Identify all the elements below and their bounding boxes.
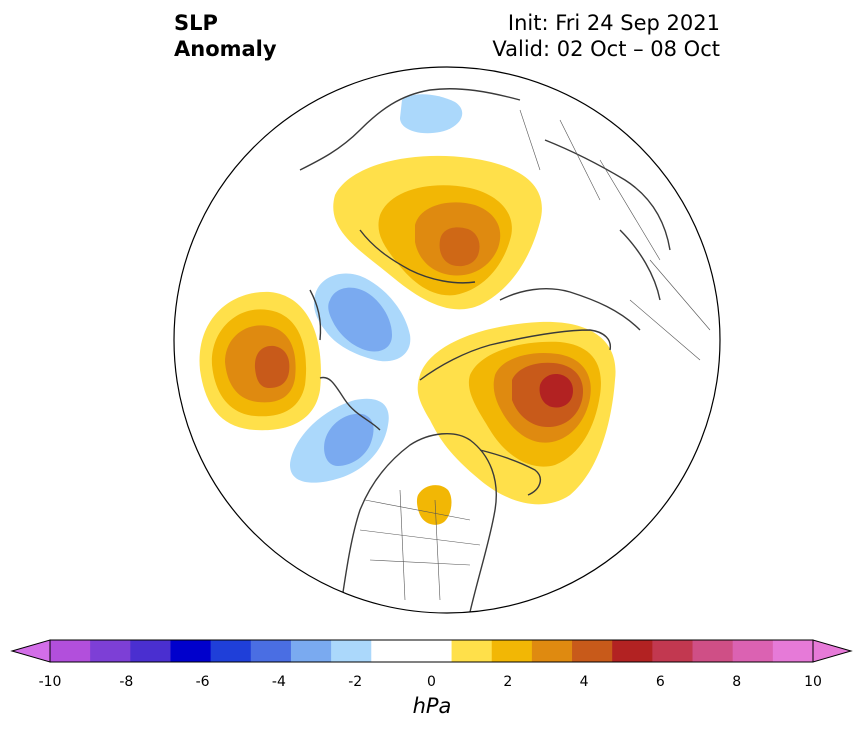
colorbar-tick-label: 0 — [427, 674, 436, 690]
colorbar-cell — [652, 640, 694, 662]
polar-map — [173, 66, 721, 614]
colorbar-extend-high — [813, 640, 851, 662]
anomaly-north-pacific — [199, 291, 321, 431]
valid-range: Valid: 02 Oct – 08 Oct — [492, 37, 720, 61]
colorbar-extend-low — [12, 640, 50, 662]
forecast-dates: Init: Fri 24 Sep 2021 Valid: 02 Oct – 08… — [492, 10, 720, 62]
colorbar-tick-label: 10 — [804, 674, 822, 690]
coastlines — [299, 88, 671, 613]
colorbar-cell — [210, 640, 252, 662]
anomaly-barents — [400, 94, 463, 134]
anomaly-greenland — [417, 321, 616, 505]
colorbar-tick-label: -8 — [119, 674, 134, 690]
colorbar-cell — [90, 640, 131, 662]
colorbar-unit: hPa — [412, 694, 452, 718]
colorbar-cell — [772, 640, 814, 662]
colorbar-tick-label: 2 — [503, 674, 513, 690]
colorbar-cell — [130, 640, 171, 662]
anomaly-siberia — [333, 155, 542, 310]
colorbar-tick-label: -10 — [38, 674, 62, 690]
colorbar-cell — [531, 640, 573, 662]
colorbar-cell — [692, 640, 734, 662]
colorbar-tick-label: -6 — [195, 674, 210, 690]
colorbar-cell — [451, 640, 493, 662]
colorbar-cell — [250, 640, 292, 662]
borders — [359, 109, 711, 601]
colorbar-tick-label: 4 — [579, 674, 589, 690]
colorbar — [10, 639, 853, 663]
title-line-2: Anomaly — [174, 37, 277, 61]
colorbar-tick-label: -4 — [271, 674, 286, 690]
colorbar-cell — [491, 640, 533, 662]
colorbar-tick-label: 8 — [732, 674, 742, 690]
map-boundary — [173, 66, 721, 614]
colorbar-cell — [170, 640, 212, 662]
colorbar-cell — [411, 640, 453, 662]
colorbar-cell — [331, 640, 372, 662]
init-date: Init: Fri 24 Sep 2021 — [507, 11, 720, 35]
colorbar-cell — [371, 640, 412, 662]
colorbar-cell — [290, 640, 332, 662]
anomaly-bering — [313, 273, 411, 362]
colorbar-cell — [732, 640, 774, 662]
anomaly-northwest-america — [290, 398, 389, 483]
title-line-1: SLP — [174, 11, 218, 35]
colorbar-tick-label: -2 — [348, 674, 363, 690]
colorbar-cell — [612, 640, 653, 662]
colorbar-cells — [50, 640, 814, 662]
colorbar-tick-label: 6 — [655, 674, 665, 690]
colorbar-cell — [572, 640, 613, 662]
colorbar-cell — [50, 640, 91, 662]
map-title: SLP Anomaly — [174, 10, 277, 62]
